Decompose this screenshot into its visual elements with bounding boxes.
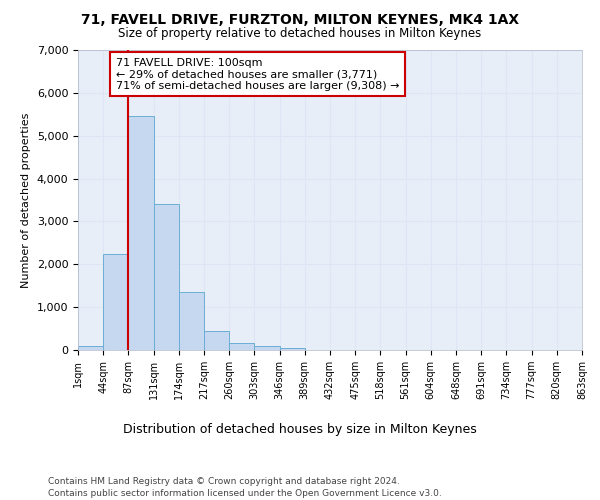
Text: Size of property relative to detached houses in Milton Keynes: Size of property relative to detached ho… [118,28,482,40]
Text: 71, FAVELL DRIVE, FURZTON, MILTON KEYNES, MK4 1AX: 71, FAVELL DRIVE, FURZTON, MILTON KEYNES… [81,12,519,26]
Bar [229,342,254,350]
Bar [154,204,179,350]
Y-axis label: Number of detached properties: Number of detached properties [21,112,31,288]
Bar [204,330,229,350]
Bar [78,346,103,350]
Text: 71 FAVELL DRIVE: 100sqm
← 29% of detached houses are smaller (3,771)
71% of semi: 71 FAVELL DRIVE: 100sqm ← 29% of detache… [116,58,400,91]
Text: Distribution of detached houses by size in Milton Keynes: Distribution of detached houses by size … [123,422,477,436]
Bar [254,346,280,350]
Text: Contains public sector information licensed under the Open Government Licence v3: Contains public sector information licen… [48,489,442,498]
Bar [128,116,154,350]
Text: Contains HM Land Registry data © Crown copyright and database right 2024.: Contains HM Land Registry data © Crown c… [48,478,400,486]
Bar [280,348,305,350]
Bar [103,254,128,350]
Bar [179,292,204,350]
